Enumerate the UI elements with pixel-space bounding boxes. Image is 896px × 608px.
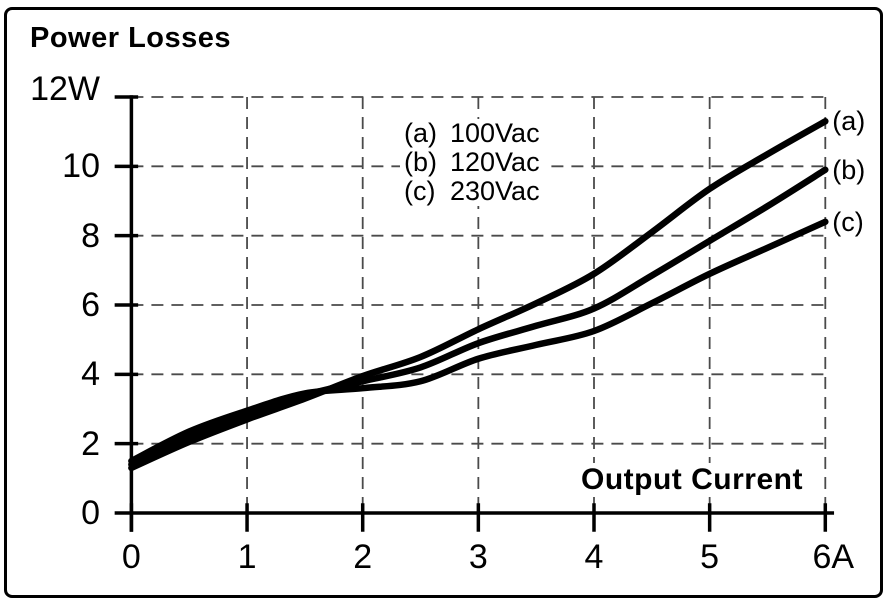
legend: (a) 100Vac (b) 120Vac (c) 230Vac bbox=[400, 119, 544, 206]
y-tick-label-10: 10 bbox=[62, 147, 100, 186]
legend-key-a: (a) bbox=[404, 118, 437, 148]
curve-c bbox=[128, 218, 829, 465]
curve-label-c: (c) bbox=[830, 205, 866, 238]
legend-item-a: (a) 100Vac bbox=[400, 119, 544, 148]
legend-label-b: 120Vac bbox=[450, 147, 540, 177]
y-tick-label-6: 6 bbox=[81, 286, 100, 324]
legend-key-b: (b) bbox=[404, 147, 437, 177]
curve-a bbox=[128, 118, 829, 472]
y-tick-label-0: 0 bbox=[81, 494, 100, 532]
y-tick-label-12w: 12W bbox=[30, 70, 100, 108]
x-tick-label-6a: 6A bbox=[812, 538, 855, 576]
curve-label-b: (b) bbox=[830, 153, 868, 186]
x-tick-label-4: 4 bbox=[584, 538, 604, 576]
chart-title: Power Losses bbox=[30, 22, 232, 54]
x-tick-label-3: 3 bbox=[468, 538, 488, 576]
legend-label-c: 230Vac bbox=[450, 176, 540, 206]
x-axis-label: Output Current bbox=[577, 463, 807, 497]
y-tick-label-2: 2 bbox=[81, 424, 100, 463]
curve-label-a: (a) bbox=[830, 105, 868, 138]
x-tick-label-2: 2 bbox=[353, 538, 373, 576]
y-tick-label-4: 4 bbox=[81, 355, 100, 394]
x-tick-label-5: 5 bbox=[700, 538, 720, 576]
legend-item-c: (c) 230Vac bbox=[400, 177, 544, 206]
legend-key-c: (c) bbox=[404, 176, 436, 206]
x-tick-label-1: 1 bbox=[237, 538, 257, 576]
x-tick-label-0: 0 bbox=[121, 538, 141, 576]
legend-label-a: 100Vac bbox=[450, 118, 540, 148]
y-tick-label-8: 8 bbox=[81, 216, 100, 255]
curve-b bbox=[128, 166, 829, 468]
legend-item-b: (b) 120Vac bbox=[400, 148, 544, 177]
